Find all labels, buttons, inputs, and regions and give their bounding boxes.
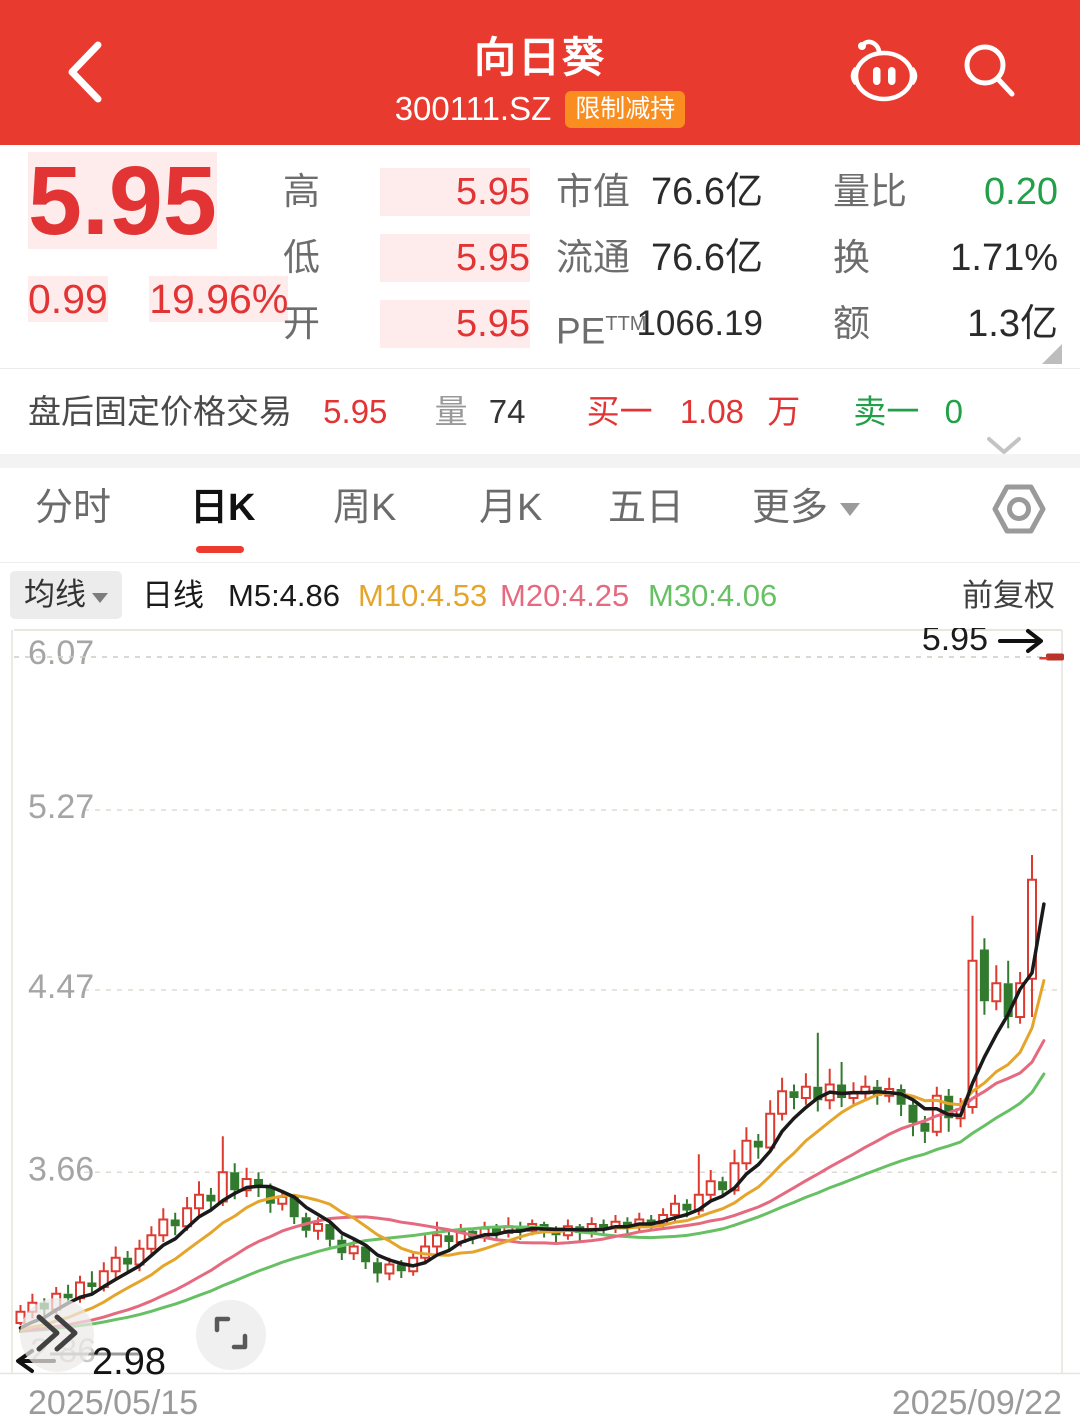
bid1-unit: 万 xyxy=(767,393,801,430)
svg-text:5.27: 5.27 xyxy=(28,788,94,826)
price-change-row: 0.99 19.96% xyxy=(28,276,289,323)
tab-daily-k[interactable]: 日K xyxy=(190,487,256,529)
adjust-mode-toggle[interactable]: 前复权 xyxy=(962,578,1055,613)
stat-label-pe-ttm: PETTM xyxy=(556,310,647,352)
chevron-down-icon xyxy=(92,593,108,603)
ma5-legend: M5:4.86 xyxy=(228,578,341,613)
stat-label-amount: 额 xyxy=(833,303,870,344)
chart-settings-button[interactable] xyxy=(990,478,1048,545)
last-price: 5.95 xyxy=(28,146,217,255)
afterhours-volume-label: 量 xyxy=(434,393,468,430)
stat-label-float-cap: 流通 xyxy=(556,237,630,278)
tab-monthly-k[interactable]: 月K xyxy=(479,487,543,529)
afterhours-price: 5.95 xyxy=(323,393,388,430)
afterhours-row[interactable]: 盘后固定价格交易 5.95 量 74 买一 1.08 万 卖一 0 xyxy=(0,369,1080,454)
stat-value-amount: 1.3亿 xyxy=(967,303,1058,345)
chevron-down-icon[interactable] xyxy=(985,403,1023,488)
ma-legend-bar: 均线 日线 M5:4.86 M10:4.53 M20:4.25 M30:4.06… xyxy=(0,562,1080,629)
tab-fenshi[interactable]: 分时 xyxy=(35,487,112,529)
afterhours-volume: 74 xyxy=(488,393,526,430)
stat-label-open: 开 xyxy=(283,303,320,344)
stat-label-market-cap: 市值 xyxy=(556,171,630,212)
stat-value-open: 5.95 xyxy=(380,300,530,348)
ma-selector[interactable]: 均线 xyxy=(10,571,122,619)
stat-value-low: 5.95 xyxy=(380,234,530,282)
stock-code: 300111.SZ xyxy=(394,90,552,127)
svg-text:2025/09/22: 2025/09/22 xyxy=(892,1384,1062,1422)
ma20-legend: M20:4.25 xyxy=(500,578,630,613)
gear-icon xyxy=(990,484,1048,544)
ma10-legend: M10:4.53 xyxy=(358,578,488,613)
section-band xyxy=(0,454,1080,468)
stat-value-market-cap: 76.6亿 xyxy=(651,171,763,213)
change-value: 0.99 xyxy=(28,276,108,322)
change-percent: 19.96% xyxy=(149,276,289,322)
chart-tabs: 分时 日K 周K 月K 五日 更多 xyxy=(0,468,1080,561)
stat-label-turnover: 换 xyxy=(833,237,870,278)
fullscreen-button[interactable] xyxy=(196,1300,266,1370)
stat-value-turnover: 1.71% xyxy=(950,237,1058,279)
svg-text:2.98: 2.98 xyxy=(92,1341,166,1383)
assistant-button[interactable] xyxy=(848,36,920,109)
load-history-button[interactable] xyxy=(20,1298,94,1372)
bid1-label: 买一 xyxy=(586,393,653,430)
active-tab-underline xyxy=(196,546,244,553)
stat-label-low: 低 xyxy=(283,237,320,278)
kline-chart[interactable]: 6.075.274.473.662.865.952.982025/05/1520… xyxy=(0,620,1080,1422)
svg-text:3.66: 3.66 xyxy=(28,1150,94,1188)
svg-text:4.47: 4.47 xyxy=(28,968,94,1006)
double-chevron-right-icon xyxy=(31,1311,83,1360)
tab-more[interactable]: 更多 xyxy=(752,468,861,548)
stock-code-row: 300111.SZ 限制减持 xyxy=(0,90,1080,128)
ask1-value: 0 xyxy=(944,393,963,430)
back-button[interactable] xyxy=(62,38,106,111)
stat-value-pe-ttm: 1066.19 xyxy=(636,304,763,343)
search-icon xyxy=(958,44,1020,106)
expand-quote-corner[interactable] xyxy=(1042,344,1062,364)
kline-chart-area: 6.075.274.473.662.865.952.982025/05/1520… xyxy=(0,620,1080,1422)
svg-text:2025/05/15: 2025/05/15 xyxy=(28,1384,198,1422)
period-label: 日线 xyxy=(142,578,204,613)
tab-weekly-k[interactable]: 周K xyxy=(333,487,397,529)
stat-label-high: 高 xyxy=(283,171,320,212)
bid1-value: 1.08 xyxy=(679,393,745,430)
fullscreen-corners-icon xyxy=(210,1312,252,1359)
stat-value-float-cap: 76.6亿 xyxy=(651,237,763,279)
stock-name: 向日葵 xyxy=(473,34,606,81)
stat-value-high: 5.95 xyxy=(380,168,530,216)
search-button[interactable] xyxy=(958,40,1020,107)
robot-icon xyxy=(848,39,920,108)
stat-label-volume-ratio: 量比 xyxy=(833,171,907,212)
stat-value-volume-ratio: 0.20 xyxy=(984,171,1058,213)
tab-five-day[interactable]: 五日 xyxy=(608,487,685,529)
chevron-left-icon xyxy=(62,41,106,110)
divider xyxy=(0,368,1080,369)
ask1-label: 卖一 xyxy=(853,393,920,430)
app-header: 向日葵 300111.SZ 限制减持 xyxy=(0,0,1080,145)
svg-text:6.07: 6.07 xyxy=(28,634,94,672)
chevron-down-icon xyxy=(840,503,861,516)
restriction-badge: 限制减持 xyxy=(565,91,686,128)
afterhours-title: 盘后固定价格交易 xyxy=(28,393,292,430)
ma30-legend: M30:4.06 xyxy=(648,578,778,613)
svg-text:5.95: 5.95 xyxy=(922,628,988,658)
